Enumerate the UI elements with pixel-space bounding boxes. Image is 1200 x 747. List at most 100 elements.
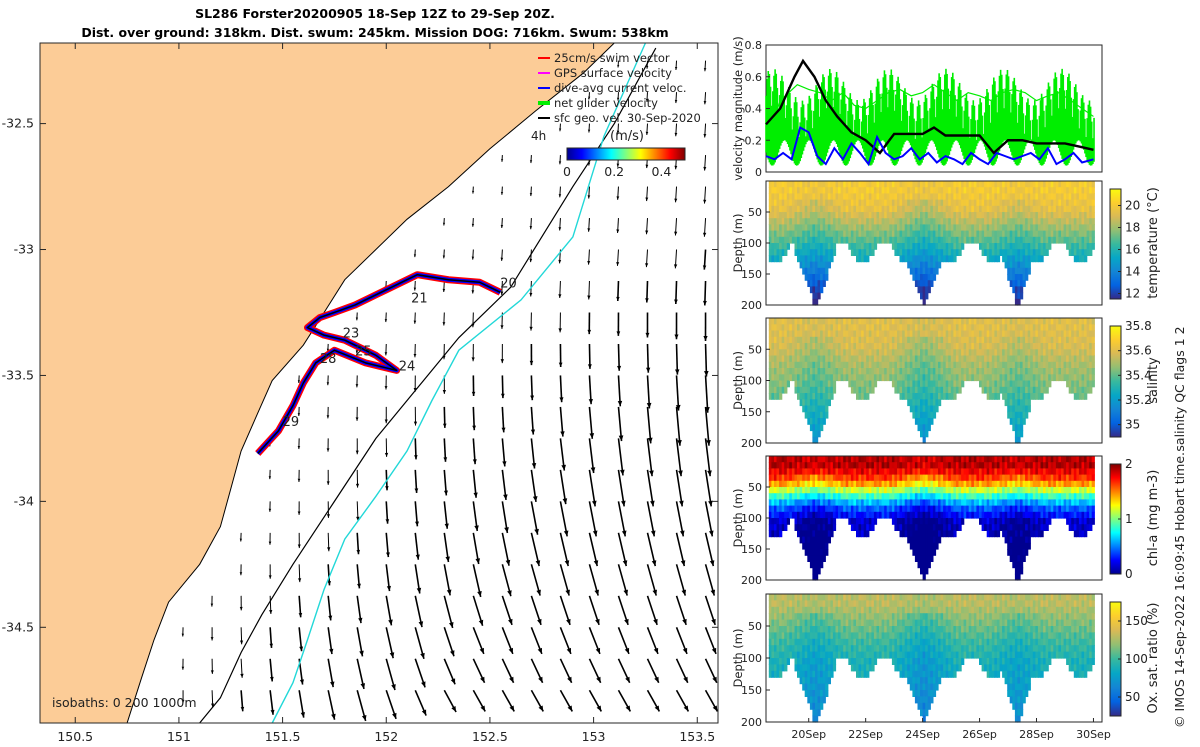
heatmap-cell	[1037, 374, 1042, 382]
heatmap-cell	[884, 368, 888, 375]
heatmap-cell	[791, 336, 796, 344]
heatmap-cell	[799, 524, 803, 531]
heatmap-cell	[879, 187, 883, 194]
heatmap-cell	[981, 380, 985, 388]
legend-entry-label: dive-avg current veloc.	[554, 81, 687, 95]
day-label: 20	[500, 276, 517, 291]
heatmap-cell	[1014, 368, 1019, 375]
heatmap-cell	[909, 205, 913, 213]
heatmap-cell	[789, 487, 793, 494]
heatmap-cell	[994, 330, 998, 338]
map-xtick-label: 151	[167, 729, 191, 744]
heatmap-cell	[1012, 411, 1016, 419]
heatmap-cell	[1004, 205, 1008, 213]
map-colorbar	[566, 147, 686, 161]
heatmap-cell	[1071, 181, 1075, 188]
heatmap-cell	[999, 218, 1003, 225]
heatmap-cell	[935, 187, 939, 194]
heatmap-cell	[881, 224, 885, 232]
heatmap-cell	[981, 361, 985, 369]
heatmap-cell	[1068, 249, 1072, 256]
heatmap-cell	[776, 336, 780, 344]
heatmap-cell	[1030, 193, 1034, 201]
velocity-arrowhead	[708, 530, 714, 537]
heatmap-cell	[812, 324, 816, 332]
velocity-arrowhead	[674, 132, 678, 137]
heatmap-cell	[881, 318, 885, 325]
heatmap-cell	[871, 343, 875, 350]
heatmap-cell	[848, 318, 852, 325]
heatmap-cell	[1076, 349, 1080, 357]
heatmap-cell	[876, 343, 880, 350]
heatmap-cell	[802, 505, 806, 513]
heatmap-cell	[899, 230, 903, 238]
heatmap-cell	[779, 349, 783, 357]
heatmap-cell	[943, 393, 947, 400]
heatmap-cell	[1091, 380, 1095, 388]
heatmap-cell	[807, 336, 811, 344]
heatmap-cell	[1027, 193, 1031, 201]
heatmap-cell	[807, 393, 811, 400]
heatmap-cell	[863, 462, 867, 469]
heatmap-cell	[868, 212, 872, 219]
heatmap-cell	[774, 193, 778, 201]
heatmap-cell	[868, 349, 872, 357]
heatmap-cell	[774, 181, 778, 188]
heatmap-cell	[781, 199, 785, 207]
heatmap-cell	[1078, 324, 1083, 332]
heatmap-cell	[858, 493, 862, 500]
heatmap-cell	[850, 511, 855, 519]
heatmap-cell	[966, 349, 970, 357]
heatmap-cell	[804, 462, 808, 469]
heatmap-cell	[830, 181, 834, 188]
heatmap-cell	[930, 399, 934, 407]
heatmap-cell	[940, 218, 944, 225]
heatmap-cell	[791, 193, 796, 201]
heatmap-cell	[1068, 386, 1072, 394]
heatmap-cell	[830, 243, 834, 250]
heatmap-cell	[1004, 318, 1008, 325]
heatmap-cell	[815, 499, 819, 507]
heatmap-ylabel: Depth (m)	[731, 351, 745, 410]
heatmap-cell	[986, 374, 990, 382]
velocity-arrowhead	[560, 431, 565, 437]
heatmap-cell	[1017, 255, 1021, 263]
heatmap-cell	[961, 330, 965, 338]
heatmap-cell	[984, 324, 988, 332]
heatmap-cell	[820, 468, 824, 476]
map-title-line1: SL286 Forster20200905 18-Sep 12Z to 29-S…	[195, 6, 555, 21]
heatmap-cell	[781, 249, 785, 256]
heatmap-cell	[817, 380, 821, 388]
heatmap-cell	[850, 343, 855, 350]
heatmap-cell	[884, 361, 888, 369]
heatmap-cell	[996, 361, 1001, 369]
heatmap-cell	[822, 380, 826, 388]
heatmap-cell	[1037, 318, 1042, 325]
heatmap-cell	[930, 405, 934, 413]
velocity-arrow	[675, 406, 681, 446]
heatmap-cell	[920, 255, 924, 263]
heatmap-cell	[912, 230, 916, 238]
heatmap-cell	[914, 349, 919, 357]
heatmap-cell	[776, 530, 780, 538]
heatmap-cell	[809, 493, 814, 500]
heatmap-cell	[1091, 212, 1095, 219]
heatmap-cell	[1032, 243, 1036, 250]
heatmap-cell	[879, 474, 883, 482]
heatmap-cell	[866, 218, 870, 225]
heatmap-cell	[807, 324, 811, 332]
heatmap-cell	[891, 224, 896, 232]
heatmap-cell	[1078, 393, 1083, 400]
heatmap-cell	[1084, 355, 1088, 363]
heatmap-cell	[825, 411, 829, 419]
heatmap-cell	[856, 487, 860, 494]
heatmap-cell	[789, 336, 793, 344]
heatmap-cell	[1045, 374, 1049, 382]
heatmap-cell	[902, 380, 906, 388]
velocity-arrowhead	[328, 615, 333, 621]
heatmap-cell	[1068, 187, 1072, 194]
heatmap-cell	[1076, 193, 1080, 201]
heatmap-cell	[817, 361, 821, 369]
heatmap-cell	[853, 193, 857, 201]
heatmap-cell	[825, 255, 829, 263]
